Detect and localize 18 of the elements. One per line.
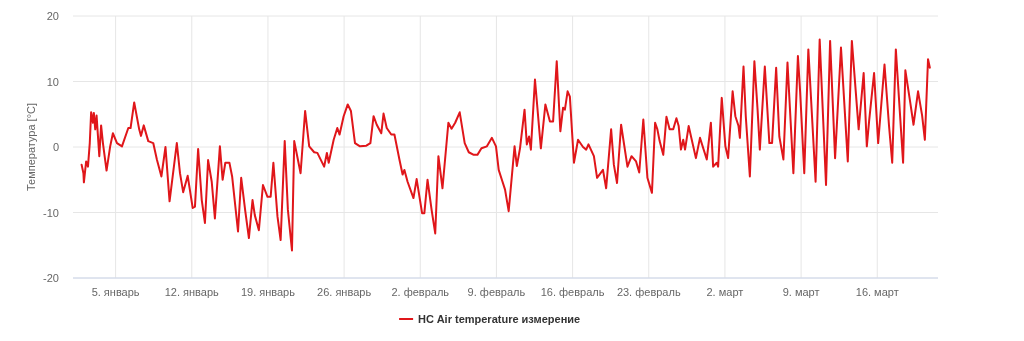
y-tick-label: -20 xyxy=(43,272,59,284)
y-tick-label: -10 xyxy=(43,206,59,219)
x-tick-label: 23. февраль xyxy=(616,286,681,298)
x-tick-label: 16. март xyxy=(855,286,899,298)
x-tick-label: 26. январь xyxy=(317,286,372,298)
x-tick-label: 2. февраль xyxy=(391,286,450,298)
legend-label: HC Air temperature измерение xyxy=(418,313,581,325)
y-axis-title: Температура [°C] xyxy=(25,102,37,192)
x-tick-label: 2. март xyxy=(706,286,744,298)
x-tick-label: 12. январь xyxy=(164,286,220,298)
y-tick-label: 20 xyxy=(46,10,59,22)
y-tick-label: 0 xyxy=(52,141,59,153)
x-tick-label: 9. февраль xyxy=(467,286,526,298)
x-tick-label: 5. январь xyxy=(91,286,140,298)
y-tick-label: 10 xyxy=(46,75,59,88)
x-tick-label: 16. февраль xyxy=(540,286,605,298)
x-tick-label: 9. март xyxy=(782,286,820,298)
x-tick-label: 19. январь xyxy=(240,286,296,298)
